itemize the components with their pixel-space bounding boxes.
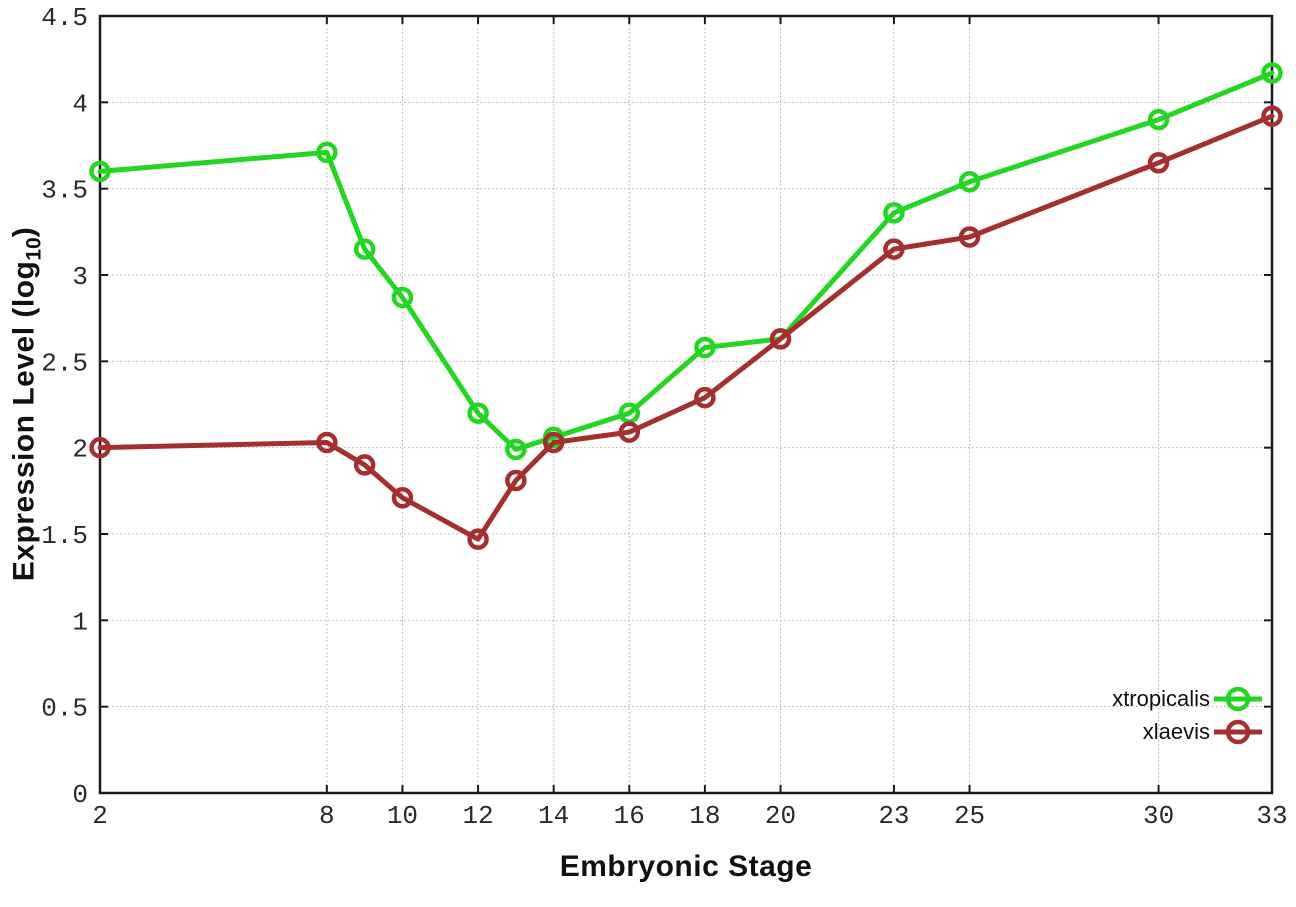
point-xtropicalis-2 — [89, 160, 111, 183]
point-xtropicalis-18 — [694, 336, 716, 359]
tick-label-y-0: 0 — [72, 780, 88, 810]
tick-label-x-14: 14 — [538, 801, 569, 831]
point-xlaevis-16 — [618, 421, 641, 443]
point-xtropicalis-30 — [1147, 108, 1170, 131]
tick-label-y-4: 4 — [72, 89, 88, 119]
tick-label-y-0.5: 0.5 — [41, 694, 88, 724]
tick-label-x-18: 18 — [689, 801, 720, 831]
point-xlaevis-25 — [958, 226, 981, 248]
point-xtropicalis-8 — [316, 141, 338, 164]
point-xlaevis-2 — [89, 436, 111, 459]
tick-label-y-3.5: 3.5 — [41, 176, 88, 206]
point-xlaevis-14 — [542, 431, 565, 454]
tick-label-x-12: 12 — [462, 801, 493, 831]
tick-label-x-16: 16 — [614, 801, 645, 831]
tick-label-x-33: 33 — [1256, 801, 1287, 831]
x-axis-title: Embryonic Stage — [559, 850, 813, 883]
point-xlaevis-12 — [467, 528, 489, 550]
legend-item-xtropicalis: xtropicalis — [1112, 682, 1210, 715]
series-line-xlaevis — [97, 113, 1275, 542]
legend-label-xtropicalis: xtropicalis — [1112, 686, 1210, 711]
y-axis-title: Expression Level (log10) — [8, 227, 47, 581]
plot-border — [98, 14, 1274, 795]
point-xlaevis-23 — [883, 238, 905, 260]
legend-marker-xtropicalis — [1225, 686, 1251, 712]
point-xlaevis-33 — [1261, 105, 1283, 127]
point-xtropicalis-9 — [353, 238, 376, 260]
legend-item-xlaevis: xlaevis — [1112, 715, 1210, 748]
tick-label-x-8: 8 — [319, 801, 335, 831]
tick-label-x-10: 10 — [387, 801, 418, 831]
series-line-xtropicalis — [97, 70, 1275, 452]
tick-label-x-25: 25 — [954, 801, 985, 831]
legend: xtropicalis xlaevis — [1112, 682, 1210, 748]
point-xlaevis-10 — [391, 486, 414, 509]
point-xtropicalis-33 — [1261, 62, 1283, 84]
legend-marker-xlaevis — [1225, 719, 1251, 745]
point-xtropicalis-13 — [505, 438, 527, 461]
y-axis-title-suffix: ) — [7, 226, 41, 238]
point-xlaevis-30 — [1147, 152, 1170, 174]
tick-label-y-1: 1 — [72, 607, 88, 637]
y-axis-title-subscript: 10 — [22, 237, 46, 261]
point-xtropicalis-12 — [467, 402, 489, 424]
point-xlaevis-8 — [316, 431, 338, 454]
point-xlaevis-20 — [769, 328, 792, 350]
tick-label-y-2: 2 — [72, 435, 88, 465]
legend-label-xlaevis: xlaevis — [1142, 719, 1210, 744]
point-xtropicalis-23 — [883, 202, 905, 224]
point-xlaevis-9 — [353, 454, 376, 476]
tick-label-x-23: 23 — [878, 801, 909, 831]
tick-label-x-30: 30 — [1143, 801, 1174, 831]
tick-label-x-20: 20 — [765, 801, 796, 831]
tick-label-y-2.5: 2.5 — [41, 348, 88, 378]
tick-label-y-1.5: 1.5 — [41, 521, 88, 551]
tick-label-x-2: 2 — [92, 801, 108, 831]
tick-label-y-3: 3 — [72, 262, 88, 292]
y-axis-title-main: Expression Level (log — [7, 260, 41, 582]
point-xtropicalis-25 — [958, 171, 981, 193]
point-xlaevis-13 — [505, 469, 527, 492]
point-xlaevis-18 — [694, 386, 716, 409]
tick-label-y-4.5: 4.5 — [41, 3, 88, 33]
point-xtropicalis-10 — [391, 286, 414, 309]
